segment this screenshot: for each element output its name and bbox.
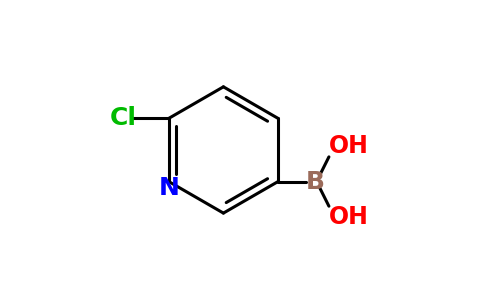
Text: Cl: Cl bbox=[110, 106, 137, 130]
Text: N: N bbox=[158, 176, 179, 200]
Text: OH: OH bbox=[329, 134, 369, 158]
Text: OH: OH bbox=[329, 205, 369, 229]
Text: B: B bbox=[305, 169, 325, 194]
